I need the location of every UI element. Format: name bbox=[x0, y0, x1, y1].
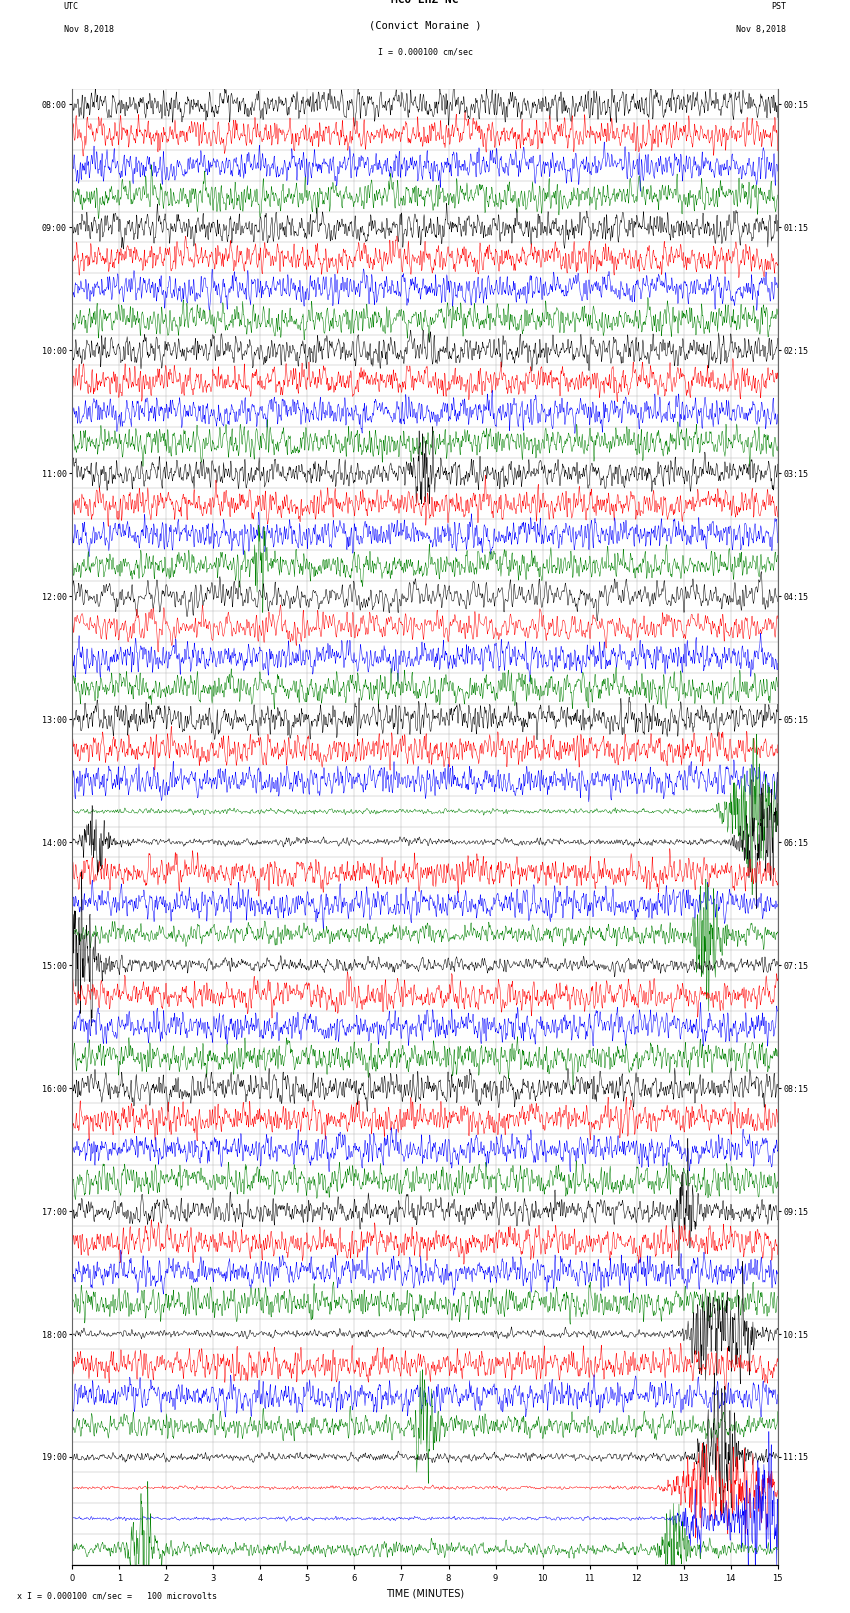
Text: I = 0.000100 cm/sec: I = 0.000100 cm/sec bbox=[377, 47, 473, 56]
Text: Nov 8,2018: Nov 8,2018 bbox=[736, 24, 786, 34]
Text: PST: PST bbox=[771, 2, 786, 11]
Text: (Convict Moraine ): (Convict Moraine ) bbox=[369, 21, 481, 31]
Text: UTC: UTC bbox=[64, 2, 79, 11]
X-axis label: TIME (MINUTES): TIME (MINUTES) bbox=[386, 1589, 464, 1598]
Text: x I = 0.000100 cm/sec =   100 microvolts: x I = 0.000100 cm/sec = 100 microvolts bbox=[17, 1590, 217, 1600]
Text: MCO EHZ NC: MCO EHZ NC bbox=[391, 0, 459, 5]
Text: Nov 8,2018: Nov 8,2018 bbox=[64, 24, 114, 34]
